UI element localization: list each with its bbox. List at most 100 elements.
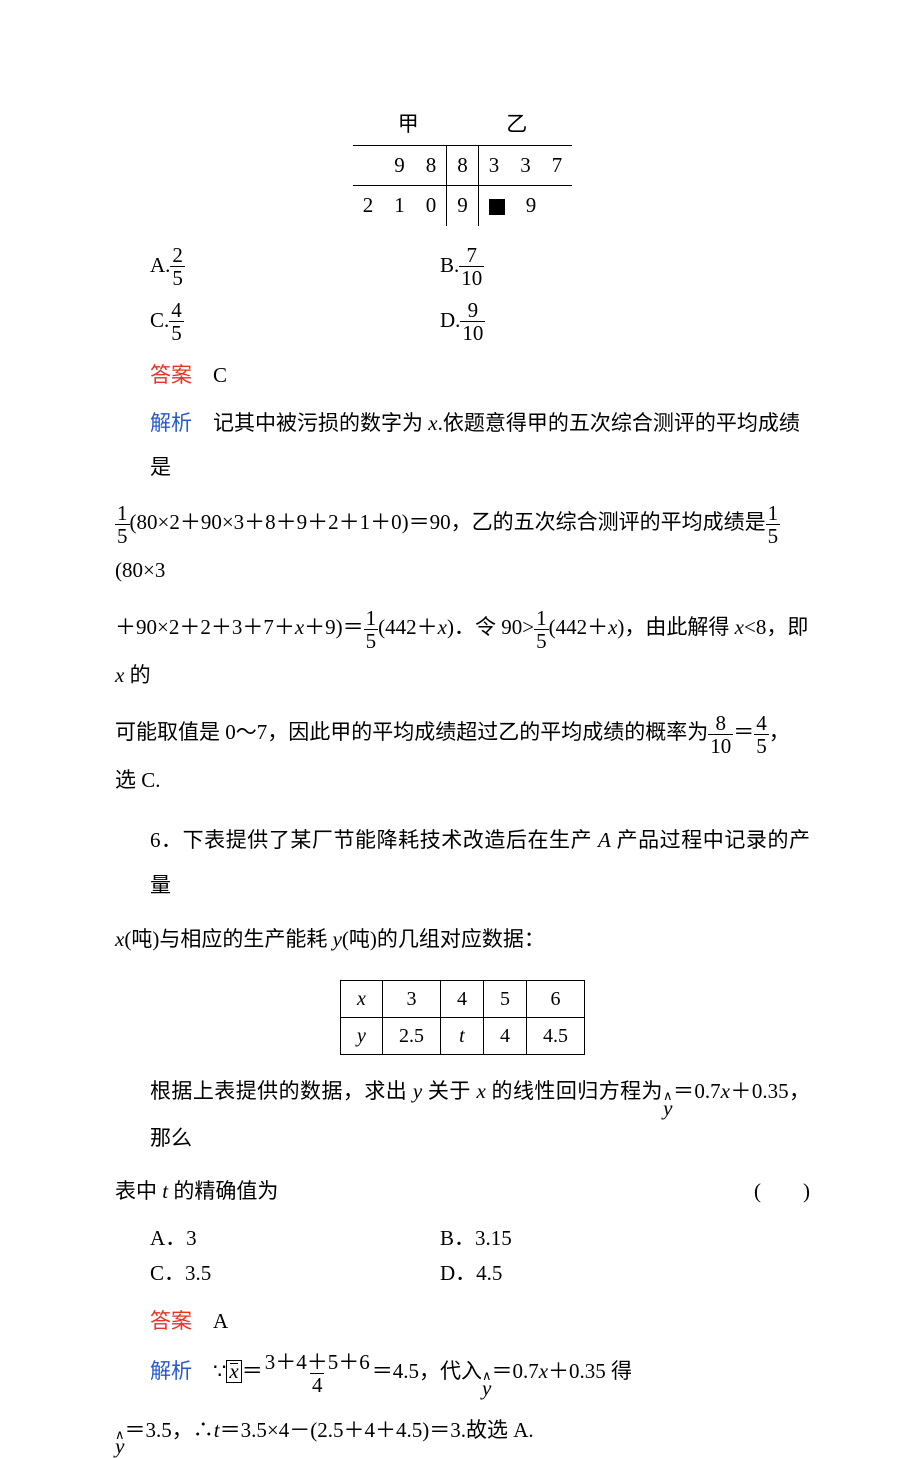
q5-f3d: 5 xyxy=(364,629,379,652)
q6-s4: 表中 xyxy=(115,1179,162,1203)
q5-f2n: 1 xyxy=(766,502,781,524)
q5-answer-value: C xyxy=(213,363,227,387)
q6-yunit: (吨)的几组对应数据： xyxy=(342,927,545,951)
q5-e3: (442＋ xyxy=(378,615,438,639)
q6-x: x xyxy=(115,927,124,951)
sl-r1-right: 3 3 7 xyxy=(478,145,572,186)
q6-option-a: A．3 xyxy=(150,1223,440,1255)
yhat-icon: ∧y xyxy=(663,1091,673,1117)
q5-answer-line: 答案 C xyxy=(150,360,810,392)
q5-x6: x xyxy=(115,663,124,687)
t-h0: x xyxy=(341,980,383,1017)
q5-f5an: 8 xyxy=(714,712,729,734)
q5-eq: ＝ xyxy=(733,720,754,744)
q5-f4n: 1 xyxy=(534,607,549,629)
q6-A: A xyxy=(598,828,611,852)
q5-x5: x xyxy=(735,615,744,639)
sl-title-left: 甲 xyxy=(353,105,447,145)
q6-y2: y xyxy=(413,1079,422,1103)
q6-llb: ＝3.5×4－(2.5＋4＋4.5)＝3.故选 A. xyxy=(220,1418,534,1442)
q6-option-c: C．3.5 xyxy=(150,1258,440,1290)
q6-ac: ＝0.7 xyxy=(491,1359,538,1383)
q6-analysis-l2: ∧y＝3.5，∴t＝3.5×4－(2.5＋4＋4.5)＝3.故选 A. xyxy=(115,1407,810,1456)
q5-analysis-label: 解析 xyxy=(150,411,192,435)
q6-stem1: 下表提供了某厂节能降耗技术改造后在生产 xyxy=(183,828,598,852)
t-h4: 6 xyxy=(526,980,584,1017)
q6-option-d: D．4.5 xyxy=(440,1258,502,1290)
q5-analysis-l1: 解析 记其中被污损的数字为 x.依题意得甲的五次综合测评的平均成绩是 xyxy=(150,401,810,489)
q6-analysis-label: 解析 xyxy=(150,1359,192,1383)
q5-expr2: (80×3 xyxy=(115,558,165,582)
q5-analysis-l4: 可能取值是 0～7，因此甲的平均成绩超过乙的平均成绩的概率为810＝45，选 C… xyxy=(115,709,810,804)
q6-b-val: 3.15 xyxy=(475,1226,512,1250)
q6-answer-label: 答案 xyxy=(150,1309,192,1333)
yhat-icon-2: ∧y xyxy=(482,1371,492,1397)
q5-l2m: ＋9)＝ xyxy=(304,615,364,639)
q5-option-b: B. 710 xyxy=(440,244,484,289)
q5-option-a: A. 25 xyxy=(150,244,440,289)
q6-y: y xyxy=(333,927,342,951)
q5-options-row1: A. 25 B. 710 xyxy=(150,244,810,289)
q6-s3c: 的线性回归方程为 xyxy=(486,1079,663,1103)
t-r0: y xyxy=(341,1017,383,1054)
q5-x2: x xyxy=(295,615,304,639)
q5-c-num: 4 xyxy=(169,299,184,321)
sl-r2-stem: 9 xyxy=(447,186,479,226)
q5-d-num: 9 xyxy=(466,299,481,321)
q6-stem-line3: 根据上表提供的数据，求出 y 关于 x 的线性回归方程为∧y＝0.7x＋0.35… xyxy=(150,1069,810,1162)
q5-options-row2: C. 45 D. 910 xyxy=(150,299,810,344)
q6-data-table-wrap: x 3 4 5 6 y 2.5 t 4 4.5 xyxy=(115,980,810,1055)
q5-f5bd: 5 xyxy=(754,734,769,757)
q6-options-row2: C．3.5 D．4.5 xyxy=(150,1258,810,1290)
q6-ad: ＋0.35 得 xyxy=(548,1359,632,1383)
q6-stem-line4: 表中 t 的精确值为 ( ) xyxy=(115,1169,810,1214)
t-h2: 4 xyxy=(440,980,483,1017)
t-r3: 4 xyxy=(483,1017,526,1054)
q5-f4d: 5 xyxy=(534,629,549,652)
q5-e4c: <8，即 xyxy=(744,615,808,639)
q6-x3: x xyxy=(721,1079,730,1103)
q5-option-d: D. 910 xyxy=(440,299,485,344)
q5-f3n: 1 xyxy=(364,607,379,629)
q6-paren: ( ) xyxy=(754,1169,810,1214)
q6-stem-line1: 6．下表提供了某厂节能降耗技术改造后在生产 A 产品过程中记录的产量 xyxy=(150,818,810,908)
q6-c-val: 3.5 xyxy=(185,1261,211,1285)
damaged-digit-box xyxy=(489,199,505,215)
q5-e3b: )．令 90> xyxy=(447,615,534,639)
q6-s3a: 根据上表提供的数据，求出 xyxy=(150,1079,413,1103)
sl-r2-left: 2 1 0 xyxy=(353,186,447,226)
sl-title-right: 乙 xyxy=(478,105,572,145)
q6-eqr: ＝0.7 xyxy=(673,1079,721,1103)
q6-a-val: 3 xyxy=(186,1226,197,1250)
q5-expr1: (80×2＋90×3＋8＋9＋2＋1＋0)＝90，乙的五次综合测评的平均成绩是 xyxy=(130,510,766,534)
stem-leaf-table: 甲 乙 9 8 8 3 3 7 2 1 0 9 9 xyxy=(353,105,573,226)
q6-stem-line2: x(吨)与相应的生产能耗 y(吨)的几组对应数据： xyxy=(115,917,810,962)
q5-f1n: 1 xyxy=(115,502,130,524)
q5-anal-intro: 记其中被污损的数字为 xyxy=(213,411,428,435)
q5-c-den: 5 xyxy=(169,321,184,344)
q5-a-den: 5 xyxy=(170,266,185,289)
q6-xunit: (吨)与相应的生产能耗 xyxy=(124,927,332,951)
q5-x3: x xyxy=(438,615,447,639)
t-r2: t xyxy=(440,1017,483,1054)
q5-b-den: 10 xyxy=(459,266,484,289)
q5-e4d: 的 xyxy=(124,663,150,687)
q5-f2d: 5 xyxy=(766,524,781,547)
q5-e4b: )，由此解得 xyxy=(617,615,734,639)
q5-analysis-l2: 15(80×2＋90×3＋8＋9＋2＋1＋0)＝90，乙的五次综合测评的平均成绩… xyxy=(115,499,810,594)
q6-answer-value: A xyxy=(213,1309,228,1333)
sl-r2-right-suffix: 9 xyxy=(505,193,537,217)
q6-s4b: 的精确值为 xyxy=(168,1179,278,1203)
xbar-icon: x xyxy=(226,1360,241,1383)
q6-answer-line: 答案 A xyxy=(150,1306,810,1338)
sl-r2-right: 9 xyxy=(478,186,572,226)
q6-lla: ＝3.5，∴ xyxy=(125,1418,214,1442)
t-h3: 5 xyxy=(483,980,526,1017)
stem-leaf-plot: 甲 乙 9 8 8 3 3 7 2 1 0 9 9 xyxy=(115,105,810,226)
t-r1: 2.5 xyxy=(382,1017,440,1054)
q5-f1d: 5 xyxy=(115,524,130,547)
q6-aa: ∵ xyxy=(213,1359,226,1383)
q6-s3b: 关于 xyxy=(422,1079,476,1103)
q6-ab: ＝4.5，代入 xyxy=(372,1359,482,1383)
q5-answer-label: 答案 xyxy=(150,363,192,387)
